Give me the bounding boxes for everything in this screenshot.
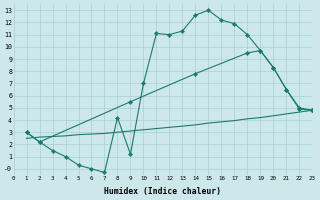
X-axis label: Humidex (Indice chaleur): Humidex (Indice chaleur) [104, 187, 221, 196]
